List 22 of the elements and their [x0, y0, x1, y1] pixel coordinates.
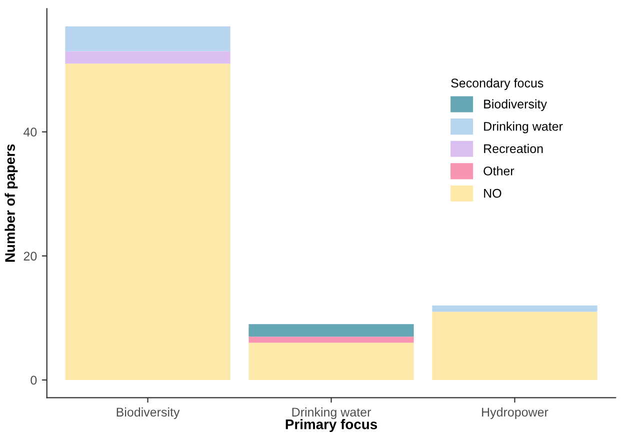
legend-label: Drinking water [484, 122, 563, 134]
y-tick-label: 0 [30, 376, 37, 385]
legend-label: Recreation [484, 144, 543, 154]
legend-title: Secondary focus [451, 78, 544, 90]
bar [432, 306, 598, 312]
x-axis-title: Primary focus [286, 419, 377, 432]
bar [248, 342, 414, 380]
legend-label: Other [484, 166, 514, 176]
legend-label: NO [484, 188, 502, 198]
bar [65, 64, 230, 380]
bar [65, 51, 230, 64]
x-tick-label: Hydropower [482, 407, 548, 420]
x-tick-label: Drinking water [292, 407, 371, 420]
x-tick-label: Biodiversity [116, 407, 180, 420]
y-axis-title: Number of papers [4, 144, 18, 262]
y-tick-label: 20 [24, 252, 37, 261]
bar [248, 324, 414, 337]
bar [65, 26, 230, 52]
legend-label: Biodiversity [484, 99, 547, 111]
y-tick-label: 40 [24, 128, 37, 137]
bar [432, 312, 598, 380]
bar [248, 336, 414, 343]
